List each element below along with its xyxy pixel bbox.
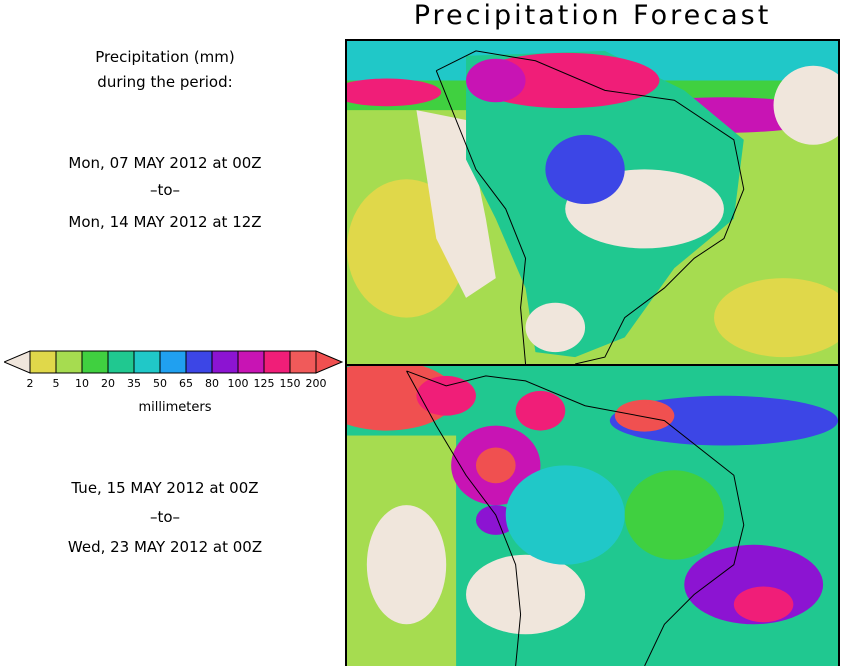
- period-2-separator: –to–: [149, 508, 181, 526]
- precip-cell: [545, 134, 625, 204]
- precip-cell: [347, 78, 442, 107]
- legend-tick-label: 50: [153, 377, 167, 390]
- dry-area: [773, 65, 838, 145]
- dry-area: [525, 302, 586, 353]
- dry-area: [366, 505, 447, 625]
- precip-cell: [714, 278, 838, 358]
- legend-tick-label: 10: [75, 377, 89, 390]
- legend-tick-label: 200: [306, 377, 327, 390]
- period-2-start: Tue, 15 MAY 2012 at 00Z: [71, 479, 259, 497]
- page-title: Precipitation Forecast: [413, 0, 772, 31]
- precip-cell: [733, 586, 794, 623]
- legend-swatch: [237, 350, 265, 374]
- period-1-separator: –to–: [149, 181, 181, 199]
- legend-swatch: [289, 350, 317, 374]
- legend-arrow-below: [4, 350, 31, 374]
- map-week-2-graphic: [347, 366, 838, 666]
- legend-swatch: [107, 350, 135, 374]
- precip-cell: [614, 399, 675, 432]
- precip-cell: [624, 470, 724, 560]
- map-week-1-graphic: [347, 41, 838, 364]
- period-2-end: Wed, 23 MAY 2012 at 00Z: [67, 538, 263, 556]
- legend-swatch: [263, 350, 291, 374]
- precip-cell: [505, 465, 625, 565]
- legend-swatch: [81, 350, 109, 374]
- precip-cell: [515, 390, 566, 431]
- description-line-2: during the period:: [97, 73, 233, 91]
- legend-swatch: [159, 350, 187, 374]
- precip-cell: [475, 505, 516, 535]
- legend-tick-label: 20: [101, 377, 115, 390]
- legend-tick-label: 150: [280, 377, 301, 390]
- legend-unit: millimeters: [138, 400, 212, 415]
- legend-arrow-above: [315, 350, 344, 374]
- legend-tick-label: 65: [179, 377, 193, 390]
- precip-cell: [466, 58, 526, 103]
- dry-area: [416, 110, 496, 298]
- color-legend: 2 5 10 20 35 50 65 80 100 125 150 200: [4, 349, 344, 419]
- period-1-end: Mon, 14 MAY 2012 at 12Z: [68, 213, 262, 231]
- forecast-map-week-1: [345, 39, 840, 366]
- legend-bar: 2 5 10 20 35 50 65 80 100 125 150 200: [4, 350, 344, 390]
- legend-tick-label: 5: [53, 377, 60, 390]
- legend-swatch: [133, 350, 161, 374]
- legend-tick-label: 2: [27, 377, 34, 390]
- dry-area: [466, 554, 586, 635]
- coastline: [435, 50, 745, 364]
- legend-swatch: [29, 350, 57, 374]
- coastline: [406, 370, 745, 666]
- legend-swatch: [211, 350, 239, 374]
- legend-swatch: [55, 350, 83, 374]
- description-line-1: Precipitation (mm): [95, 48, 235, 66]
- legend-swatch: [185, 350, 213, 374]
- forecast-map-week-2: [345, 364, 840, 666]
- legend-tick-label: 35: [127, 377, 141, 390]
- precip-cell: [416, 375, 476, 416]
- period-1-start: Mon, 07 MAY 2012 at 00Z: [68, 154, 262, 172]
- legend-tick-label: 80: [205, 377, 219, 390]
- legend-tick-label: 100: [228, 377, 249, 390]
- precip-cell: [475, 447, 516, 484]
- legend-tick-label: 125: [254, 377, 275, 390]
